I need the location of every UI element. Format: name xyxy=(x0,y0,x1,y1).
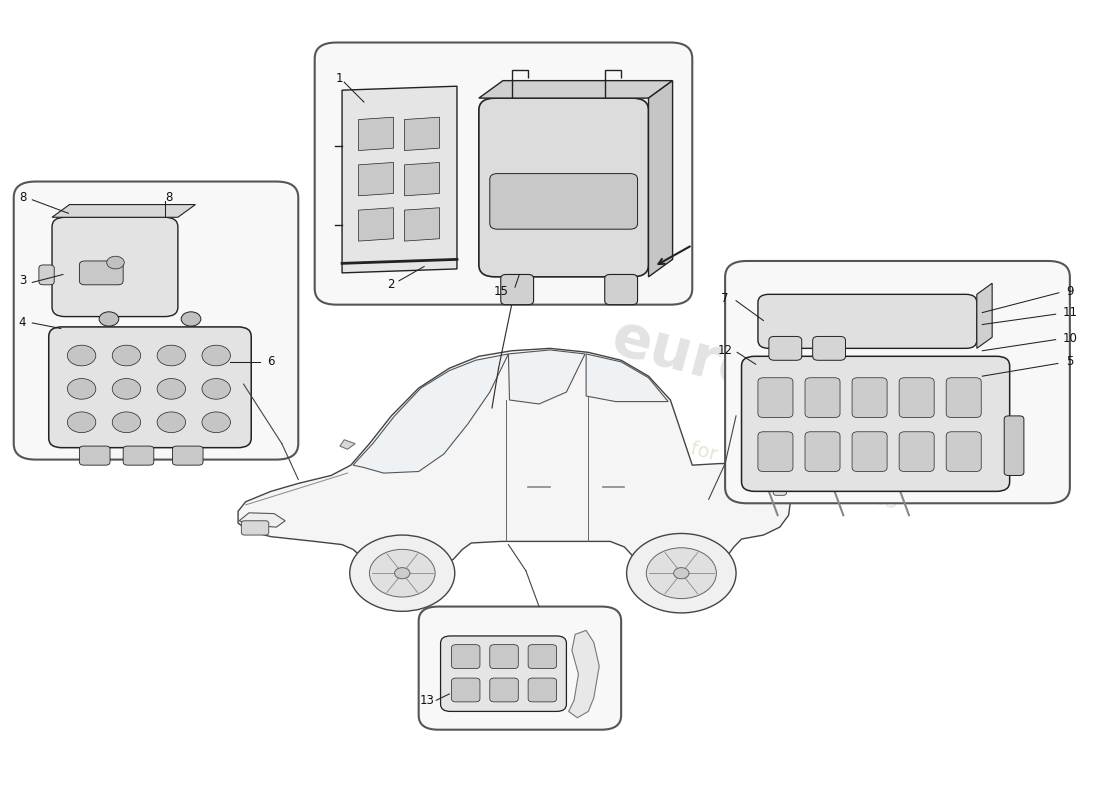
Polygon shape xyxy=(359,162,394,196)
FancyBboxPatch shape xyxy=(478,98,649,277)
Circle shape xyxy=(112,345,141,366)
FancyBboxPatch shape xyxy=(605,274,638,305)
Polygon shape xyxy=(405,162,440,196)
Text: 2: 2 xyxy=(387,278,395,290)
Polygon shape xyxy=(508,350,585,404)
Circle shape xyxy=(395,568,410,578)
Circle shape xyxy=(112,412,141,433)
Circle shape xyxy=(157,345,186,366)
FancyBboxPatch shape xyxy=(123,446,154,465)
FancyBboxPatch shape xyxy=(490,645,518,669)
FancyBboxPatch shape xyxy=(451,678,480,702)
FancyBboxPatch shape xyxy=(441,636,566,711)
Text: 8: 8 xyxy=(19,191,26,204)
Text: 7: 7 xyxy=(722,292,729,305)
Circle shape xyxy=(67,378,96,399)
FancyBboxPatch shape xyxy=(528,678,557,702)
FancyBboxPatch shape xyxy=(899,432,934,471)
Text: eurospares: eurospares xyxy=(605,309,977,459)
FancyBboxPatch shape xyxy=(13,182,298,459)
FancyBboxPatch shape xyxy=(419,606,622,730)
Circle shape xyxy=(202,378,230,399)
FancyBboxPatch shape xyxy=(852,432,887,471)
FancyBboxPatch shape xyxy=(805,432,840,471)
FancyBboxPatch shape xyxy=(490,678,518,702)
Text: 1: 1 xyxy=(337,72,343,85)
FancyBboxPatch shape xyxy=(528,645,557,669)
FancyBboxPatch shape xyxy=(39,265,54,285)
Circle shape xyxy=(202,412,230,433)
Circle shape xyxy=(673,568,689,578)
Polygon shape xyxy=(649,81,672,277)
FancyBboxPatch shape xyxy=(52,218,178,317)
Circle shape xyxy=(99,312,119,326)
Polygon shape xyxy=(342,86,456,273)
Polygon shape xyxy=(52,205,196,218)
Polygon shape xyxy=(359,208,394,241)
FancyBboxPatch shape xyxy=(241,521,268,535)
Circle shape xyxy=(627,534,736,613)
Circle shape xyxy=(157,378,186,399)
Polygon shape xyxy=(478,81,672,98)
Polygon shape xyxy=(405,117,440,150)
FancyBboxPatch shape xyxy=(758,294,977,348)
Text: 5: 5 xyxy=(1066,355,1074,368)
FancyBboxPatch shape xyxy=(315,42,692,305)
FancyBboxPatch shape xyxy=(490,174,638,229)
FancyBboxPatch shape xyxy=(773,473,786,495)
FancyBboxPatch shape xyxy=(758,378,793,418)
Circle shape xyxy=(67,345,96,366)
FancyBboxPatch shape xyxy=(899,378,934,418)
Polygon shape xyxy=(405,208,440,241)
FancyBboxPatch shape xyxy=(48,327,251,448)
Polygon shape xyxy=(353,354,508,473)
FancyBboxPatch shape xyxy=(173,446,204,465)
Text: 12: 12 xyxy=(717,344,733,358)
Text: 11: 11 xyxy=(1063,306,1077,319)
FancyBboxPatch shape xyxy=(813,337,846,360)
Text: 6: 6 xyxy=(267,355,275,368)
Circle shape xyxy=(182,312,201,326)
FancyBboxPatch shape xyxy=(79,446,110,465)
Polygon shape xyxy=(239,513,285,527)
Polygon shape xyxy=(569,630,600,718)
Circle shape xyxy=(107,256,124,269)
Circle shape xyxy=(202,345,230,366)
FancyBboxPatch shape xyxy=(500,274,534,305)
FancyBboxPatch shape xyxy=(758,432,793,471)
Polygon shape xyxy=(586,354,668,402)
FancyBboxPatch shape xyxy=(852,378,887,418)
Circle shape xyxy=(647,548,716,598)
Text: 8: 8 xyxy=(165,191,173,204)
Circle shape xyxy=(350,535,454,611)
FancyBboxPatch shape xyxy=(451,645,480,669)
Circle shape xyxy=(67,412,96,433)
Text: 10: 10 xyxy=(1063,331,1077,345)
FancyBboxPatch shape xyxy=(725,261,1070,503)
Polygon shape xyxy=(977,283,992,348)
Text: 4: 4 xyxy=(19,317,26,330)
Circle shape xyxy=(112,378,141,399)
FancyBboxPatch shape xyxy=(741,356,1010,491)
Text: 15: 15 xyxy=(493,285,508,298)
FancyBboxPatch shape xyxy=(1004,416,1024,475)
Text: 9: 9 xyxy=(1066,285,1074,298)
FancyBboxPatch shape xyxy=(946,378,981,418)
Circle shape xyxy=(370,550,436,597)
Polygon shape xyxy=(238,348,791,573)
Text: 3: 3 xyxy=(19,274,26,287)
Polygon shape xyxy=(359,117,394,150)
Text: 13: 13 xyxy=(420,694,434,707)
FancyBboxPatch shape xyxy=(805,378,840,418)
Circle shape xyxy=(157,412,186,433)
Text: a passion for performance 1985: a passion for performance 1985 xyxy=(593,414,901,514)
Polygon shape xyxy=(340,440,355,450)
FancyBboxPatch shape xyxy=(79,261,123,285)
FancyBboxPatch shape xyxy=(769,337,802,360)
FancyBboxPatch shape xyxy=(946,432,981,471)
